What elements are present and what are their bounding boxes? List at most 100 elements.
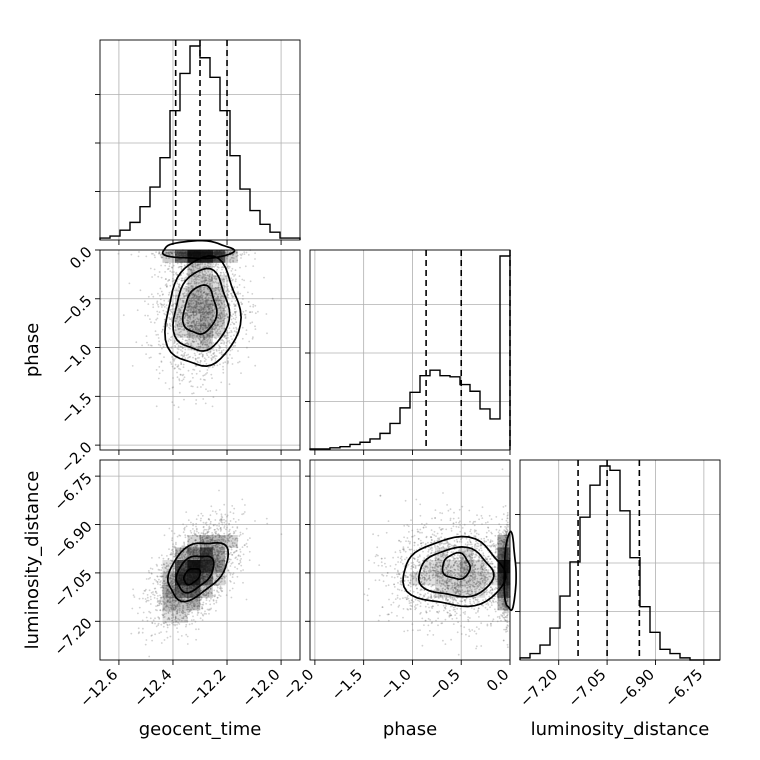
sample-point [172, 294, 175, 297]
sample-point [197, 514, 200, 517]
sample-point [208, 280, 211, 283]
sample-point [176, 351, 179, 353]
sample-point [229, 323, 232, 326]
sample-point [223, 521, 226, 524]
sample-point [238, 284, 241, 286]
sample-point [165, 252, 168, 254]
sample-point [205, 352, 208, 355]
sample-point [234, 269, 237, 271]
sample-point [197, 342, 199, 345]
sample-point [230, 277, 232, 280]
sample-point [233, 323, 236, 326]
sample-point [244, 317, 247, 319]
sample-point [225, 277, 228, 280]
sample-point [210, 359, 213, 362]
sample-point [180, 323, 183, 326]
sample-point [205, 302, 207, 304]
sample-point [214, 277, 217, 280]
sample-point [234, 530, 237, 532]
sample-point [228, 528, 231, 531]
sample-point [223, 525, 226, 527]
sample-point [194, 306, 197, 309]
sample-point [195, 294, 198, 297]
sample-point [142, 627, 144, 630]
sample-point [208, 274, 211, 276]
sample-point [221, 338, 224, 341]
sample-point [173, 358, 176, 361]
sample-point [235, 278, 237, 281]
sample-point [152, 619, 155, 622]
sample-point [152, 582, 155, 585]
sample-point [145, 639, 148, 641]
sample-point [193, 530, 196, 532]
sample-point [254, 252, 256, 255]
sample-point [161, 306, 163, 308]
sample-point [234, 304, 237, 306]
sample-point [160, 564, 163, 566]
sample-point [244, 313, 247, 316]
sample-point [241, 326, 244, 329]
sample-point [184, 285, 187, 288]
sample-point [206, 335, 209, 337]
sample-point [178, 325, 181, 328]
sample-point [159, 583, 162, 586]
sample-point [148, 610, 151, 613]
sample-point [167, 267, 170, 270]
sample-point [219, 332, 221, 335]
sample-point [186, 314, 189, 317]
sample-point [153, 254, 156, 257]
sample-point [181, 297, 184, 300]
sample-point [231, 273, 234, 276]
sample-point [176, 342, 179, 345]
sample-point [224, 315, 227, 318]
sample-point [265, 517, 268, 520]
sample-point [159, 594, 161, 597]
sample-point [196, 350, 199, 353]
sample-point [158, 271, 161, 273]
sample-point [179, 309, 182, 312]
sample-point [197, 532, 200, 534]
sample-point [192, 345, 194, 348]
sample-point [207, 345, 210, 348]
sample-point [212, 523, 215, 526]
sample-point [180, 262, 183, 265]
sample-point [154, 256, 156, 259]
sample-point [240, 254, 243, 257]
sample-point [170, 310, 173, 313]
sample-point [215, 609, 217, 612]
sample-point [211, 405, 214, 408]
sample-point [171, 549, 173, 551]
sample-point [239, 559, 242, 562]
sample-point [208, 337, 211, 340]
sample-point [213, 349, 215, 352]
sample-point [191, 265, 194, 267]
sample-point [218, 522, 221, 525]
sample-point [163, 303, 166, 306]
sample-point [171, 308, 174, 311]
sample-point [222, 309, 225, 312]
sample-point [151, 276, 154, 278]
sample-point [230, 562, 233, 565]
sample-point [231, 526, 234, 529]
sample-point [171, 304, 174, 307]
sample-point [155, 334, 158, 336]
sample-point [251, 337, 254, 340]
sample-point [215, 326, 218, 329]
sample-point [199, 316, 202, 318]
sample-point [215, 262, 218, 265]
sample-point [223, 273, 226, 276]
sample-point [165, 283, 168, 285]
sample-point [231, 576, 234, 578]
sample-point [163, 299, 166, 302]
sample-point [169, 327, 171, 330]
sample-point [157, 583, 159, 585]
sample-point [193, 282, 196, 285]
sample-point [155, 318, 158, 321]
sample-point [177, 348, 180, 351]
sample-point [191, 328, 194, 331]
sample-point [171, 271, 174, 273]
sample-point [189, 530, 192, 532]
sample-point [166, 636, 169, 639]
sample-point [158, 251, 161, 254]
sample-point [168, 279, 170, 281]
